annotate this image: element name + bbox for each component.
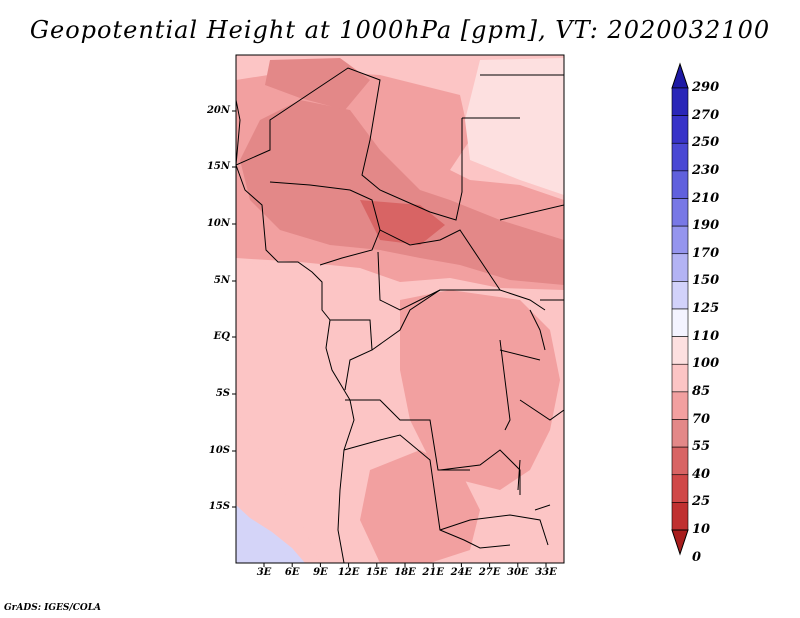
- lon-label: 21E: [422, 567, 444, 578]
- lon-label: 33E: [535, 567, 557, 578]
- map-frame: [235, 54, 565, 564]
- colorbar-segment: [671, 336, 689, 365]
- colorbar-segment: [671, 225, 689, 255]
- lat-label: 20N: [206, 105, 230, 116]
- colorbar-label: 110: [692, 328, 720, 344]
- colorbar-label: 85: [692, 383, 711, 399]
- lon-tick-marks: [263, 563, 547, 567]
- border-angola: [343, 434, 511, 549]
- colorbar-label: 270: [692, 107, 720, 123]
- colorbar-label: 190: [692, 218, 720, 234]
- colorbar-label: 170: [692, 245, 720, 261]
- colorbar-segment: [671, 308, 689, 337]
- map-title: Geopotential Height at 1000hPa [gpm], VT…: [29, 16, 771, 44]
- high-height-region-sahel: [240, 100, 564, 285]
- colorbar-segment: [671, 87, 689, 116]
- lon-label: 12E: [337, 567, 360, 578]
- colorbar-label: 210: [692, 190, 720, 206]
- colorbar-segment: [671, 474, 689, 503]
- lon-label: 24E: [450, 567, 473, 578]
- mid-height-region-congo: [400, 290, 560, 490]
- colorbar-label: 40: [692, 466, 711, 482]
- border-zambia: [439, 449, 521, 495]
- lat-label: 10N: [206, 218, 230, 229]
- pale-height-region-east: [465, 58, 564, 195]
- lat-label: 15N: [206, 161, 230, 172]
- peak-height-region: [360, 200, 445, 245]
- colorbar-top-arrow: [671, 62, 689, 89]
- colorbar-segment: [671, 281, 689, 310]
- border-east: [462, 74, 564, 421]
- colorbar-label: 0: [692, 549, 702, 565]
- border-car: [377, 251, 441, 311]
- lat-label: 5S: [215, 388, 230, 399]
- colorbar-segment: [671, 115, 689, 144]
- colorbar-bottom-arrow: [671, 529, 689, 556]
- lat-tick-marks: [232, 110, 236, 508]
- colorbar-label: 55: [692, 439, 711, 455]
- colorbar-segment: [671, 391, 689, 420]
- colorbar-label: 230: [692, 162, 720, 178]
- lon-label: 18E: [394, 567, 416, 578]
- height-field: [236, 55, 564, 563]
- grads-credit: GrADS: IGES/COLA: [4, 603, 102, 613]
- border-drc-north: [371, 289, 546, 351]
- lat-label: EQ: [213, 331, 230, 342]
- colorbar-label: 10: [692, 522, 711, 537]
- lon-label: 9E: [313, 567, 328, 578]
- border-chad: [379, 229, 501, 291]
- border-nigeria: [269, 181, 381, 266]
- colorbar-segment: [671, 363, 689, 393]
- colorbar-label: 100: [692, 356, 720, 372]
- lat-label: 15S: [208, 501, 230, 512]
- colorbar-segment: [671, 253, 689, 282]
- colorbar-label: 250: [692, 135, 720, 151]
- lon-label: 6E: [284, 567, 300, 578]
- country-borders: [236, 67, 564, 563]
- colorbar-label: 25: [692, 494, 711, 510]
- lat-label: 5N: [213, 275, 230, 286]
- colorbar: [671, 62, 689, 556]
- colorbar-segment: [671, 198, 689, 227]
- colorbar-label: 290: [692, 80, 720, 95]
- great-lakes: [499, 309, 551, 511]
- colorbar-label: 150: [692, 273, 720, 289]
- colorbar-label: 125: [692, 301, 720, 316]
- coastline-west: [236, 99, 355, 563]
- lon-label: 15E: [366, 567, 388, 578]
- colorbar-segment: [671, 502, 689, 531]
- colorbar-label: 70: [692, 411, 711, 427]
- colorbar-segment: [671, 142, 689, 172]
- lon-label: 30E: [507, 567, 529, 578]
- lat-label: 10S: [208, 445, 230, 456]
- colorbar-segment: [671, 446, 689, 476]
- mid-height-region-south: [360, 450, 480, 563]
- border-sahara: [236, 67, 463, 221]
- low-height-region: [236, 505, 305, 563]
- colorbar-segment: [671, 419, 689, 448]
- colorbar-segment: [671, 170, 689, 199]
- lon-label: 27E: [478, 567, 501, 578]
- lon-label: 3E: [256, 567, 272, 578]
- border-south: [439, 514, 549, 546]
